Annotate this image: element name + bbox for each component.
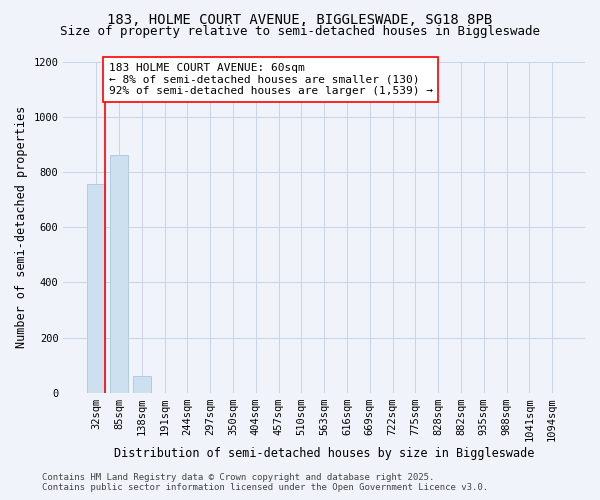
Text: Contains HM Land Registry data © Crown copyright and database right 2025.
Contai: Contains HM Land Registry data © Crown c… (42, 473, 488, 492)
Bar (87, 184, 106, 393)
Text: Size of property relative to semi-detached houses in Biggleswade: Size of property relative to semi-detach… (60, 25, 540, 38)
Bar (110, 156, 128, 393)
X-axis label: Distribution of semi-detached houses by size in Biggleswade: Distribution of semi-detached houses by … (114, 447, 535, 460)
Text: 183, HOLME COURT AVENUE, BIGGLESWADE, SG18 8PB: 183, HOLME COURT AVENUE, BIGGLESWADE, SG… (107, 12, 493, 26)
Y-axis label: Number of semi-detached properties: Number of semi-detached properties (15, 106, 28, 348)
Text: 183 HOLME COURT AVENUE: 60sqm
← 8% of semi-detached houses are smaller (130)
92%: 183 HOLME COURT AVENUE: 60sqm ← 8% of se… (109, 63, 433, 96)
Bar (133, 376, 151, 393)
